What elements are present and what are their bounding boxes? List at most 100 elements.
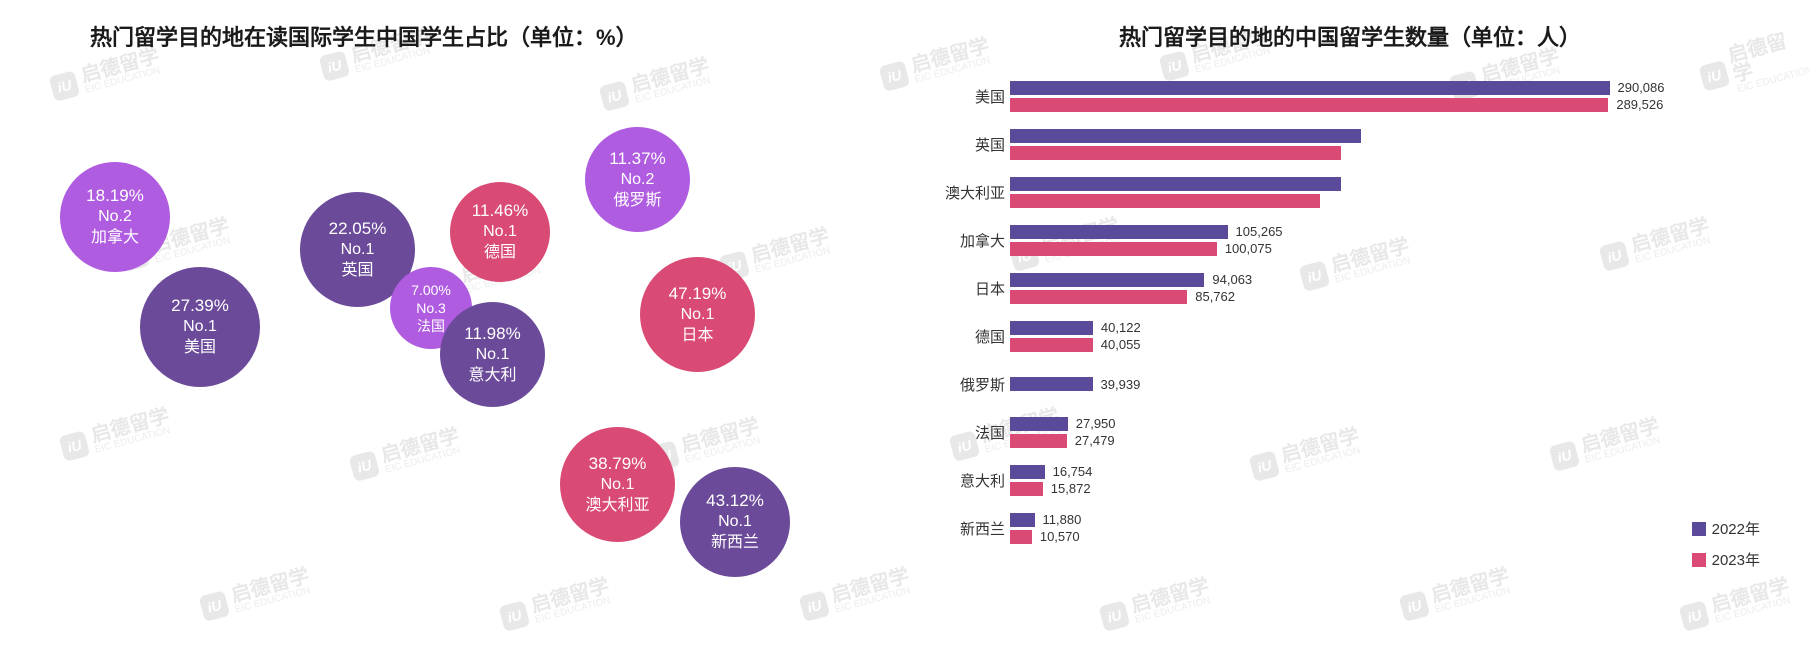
bar-row-新西兰: 新西兰11,88010,570 bbox=[1010, 504, 1770, 552]
legend-swatch bbox=[1692, 553, 1706, 567]
legend-swatch bbox=[1692, 522, 1706, 536]
bar-value-2022: 27,950 bbox=[1076, 416, 1116, 431]
bubble-德国: 11.46%No.1德国 bbox=[450, 182, 550, 282]
bar-value-2022: 105,265 bbox=[1236, 224, 1283, 239]
bar-2022 bbox=[1010, 417, 1068, 431]
bubble-country: 俄罗斯 bbox=[613, 191, 661, 212]
bar-value-2022: 16,754 bbox=[1053, 464, 1093, 479]
bar-chart-area: 美国290,086289,526英国澳大利亚加拿大105,265100,075日… bbox=[930, 72, 1770, 612]
bubble-country: 意大利 bbox=[468, 366, 516, 387]
bar-label: 德国 bbox=[930, 326, 1005, 347]
bar-label: 日本 bbox=[930, 278, 1005, 299]
legend: 2022年 2023年 bbox=[1692, 518, 1760, 570]
bubble-rank: No.1 bbox=[183, 317, 217, 338]
bar-2022 bbox=[1010, 273, 1204, 287]
bar-row-德国: 德国40,12240,055 bbox=[1010, 312, 1770, 360]
bubble-日本: 47.19%No.1日本 bbox=[640, 257, 755, 372]
bubble-percent: 11.98% bbox=[464, 323, 520, 345]
bar-row-澳大利亚: 澳大利亚 bbox=[1010, 168, 1770, 216]
bar-label: 美国 bbox=[930, 86, 1005, 107]
bar-value-2023: 85,762 bbox=[1195, 289, 1235, 304]
bar-value-2022: 94,063 bbox=[1212, 272, 1252, 287]
bubble-percent: 38.79% bbox=[589, 453, 647, 475]
bubble-rank: No.2 bbox=[621, 170, 655, 191]
bar-2022 bbox=[1010, 513, 1035, 527]
bubble-country: 澳大利亚 bbox=[585, 496, 649, 517]
bar-value-2023: 15,872 bbox=[1051, 481, 1091, 496]
bubble-rank: No.1 bbox=[476, 345, 510, 366]
bubble-rank: No.3 bbox=[416, 299, 446, 317]
left-chart-title: 热门留学目的地在读国际学生中国学生占比（单位：%） bbox=[30, 20, 890, 52]
legend-label: 2023年 bbox=[1712, 549, 1760, 570]
bar-2023 bbox=[1010, 434, 1067, 448]
bubble-percent: 11.37% bbox=[609, 148, 665, 170]
bubble-country: 法国 bbox=[417, 317, 445, 335]
bubble-意大利: 11.98%No.1意大利 bbox=[440, 302, 545, 407]
bar-2022 bbox=[1010, 377, 1093, 391]
bubble-percent: 43.12% bbox=[706, 490, 764, 512]
bubble-rank: No.2 bbox=[98, 207, 132, 228]
legend-label: 2022年 bbox=[1712, 518, 1760, 539]
bar-2022 bbox=[1010, 177, 1341, 191]
bar-label: 意大利 bbox=[930, 470, 1005, 491]
bar-label: 俄罗斯 bbox=[930, 374, 1005, 395]
bubble-rank: No.1 bbox=[341, 240, 375, 261]
bubble-percent: 7.00% bbox=[411, 281, 451, 299]
bubble-加拿大: 18.19%No.2加拿大 bbox=[60, 162, 170, 272]
bar-row-日本: 日本94,06385,762 bbox=[1010, 264, 1770, 312]
bubble-新西兰: 43.12%No.1新西兰 bbox=[680, 467, 790, 577]
bar-2023 bbox=[1010, 530, 1032, 544]
bubble-chart-area: 18.19%No.2加拿大27.39%No.1美国22.05%No.1英国7.0… bbox=[30, 72, 890, 612]
bar-2023 bbox=[1010, 98, 1608, 112]
bar-2022 bbox=[1010, 225, 1228, 239]
right-chart-title: 热门留学目的地的中国留学生数量（单位：人） bbox=[930, 20, 1770, 52]
bubble-澳大利亚: 38.79%No.1澳大利亚 bbox=[560, 427, 675, 542]
bubble-country: 日本 bbox=[681, 326, 713, 347]
bar-label: 澳大利亚 bbox=[930, 182, 1005, 203]
bubble-country: 英国 bbox=[341, 261, 373, 282]
bar-row-英国: 英国 bbox=[1010, 120, 1770, 168]
bar-2023 bbox=[1010, 338, 1093, 352]
bubble-country: 美国 bbox=[184, 338, 216, 359]
bar-value-2023: 289,526 bbox=[1616, 97, 1663, 112]
bar-value-2023: 40,055 bbox=[1101, 337, 1141, 352]
bar-row-法国: 法国27,95027,479 bbox=[1010, 408, 1770, 456]
bar-row-加拿大: 加拿大105,265100,075 bbox=[1010, 216, 1770, 264]
bubble-percent: 18.19% bbox=[86, 185, 144, 207]
bubble-percent: 27.39% bbox=[171, 295, 229, 317]
bar-2023 bbox=[1010, 194, 1320, 208]
bar-2023 bbox=[1010, 290, 1187, 304]
bar-value-2023: 100,075 bbox=[1225, 241, 1272, 256]
bar-row-美国: 美国290,086289,526 bbox=[1010, 72, 1770, 120]
bar-2023 bbox=[1010, 242, 1217, 256]
bar-label: 法国 bbox=[930, 422, 1005, 443]
legend-item: 2022年 bbox=[1692, 518, 1760, 539]
bubble-country: 加拿大 bbox=[91, 228, 139, 249]
bar-value-2023: 27,479 bbox=[1075, 433, 1115, 448]
bar-value-2022: 40,122 bbox=[1101, 320, 1141, 335]
bubble-country: 新西兰 bbox=[711, 533, 759, 554]
bubble-美国: 27.39%No.1美国 bbox=[140, 267, 260, 387]
bar-value-2022: 290,086 bbox=[1618, 80, 1665, 95]
bubble-俄罗斯: 11.37%No.2俄罗斯 bbox=[585, 127, 690, 232]
bar-2023 bbox=[1010, 482, 1043, 496]
bar-value-2022: 11,880 bbox=[1043, 512, 1082, 527]
bar-label: 英国 bbox=[930, 134, 1005, 155]
bar-2022 bbox=[1010, 465, 1045, 479]
bubble-rank: No.1 bbox=[718, 512, 752, 533]
bar-2023 bbox=[1010, 146, 1341, 160]
bar-row-俄罗斯: 俄罗斯39,939 bbox=[1010, 360, 1770, 408]
left-chart-panel: 热门留学目的地在读国际学生中国学生占比（单位：%） 18.19%No.2加拿大2… bbox=[0, 0, 920, 650]
bar-value-2023: 10,570 bbox=[1040, 529, 1080, 544]
bar-row-意大利: 意大利16,75415,872 bbox=[1010, 456, 1770, 504]
bubble-rank: No.1 bbox=[681, 305, 715, 326]
bar-2022 bbox=[1010, 81, 1610, 95]
bar-2022 bbox=[1010, 129, 1361, 143]
bubble-percent: 11.46% bbox=[472, 200, 528, 222]
bar-label: 新西兰 bbox=[930, 518, 1005, 539]
bubble-rank: No.1 bbox=[601, 475, 635, 496]
bar-value-2022: 39,939 bbox=[1101, 377, 1141, 392]
legend-item: 2023年 bbox=[1692, 549, 1760, 570]
right-chart-panel: 热门留学目的地的中国留学生数量（单位：人） 美国 290,086 289,526 英国… bbox=[920, 0, 1810, 650]
bubble-percent: 47.19% bbox=[669, 283, 727, 305]
